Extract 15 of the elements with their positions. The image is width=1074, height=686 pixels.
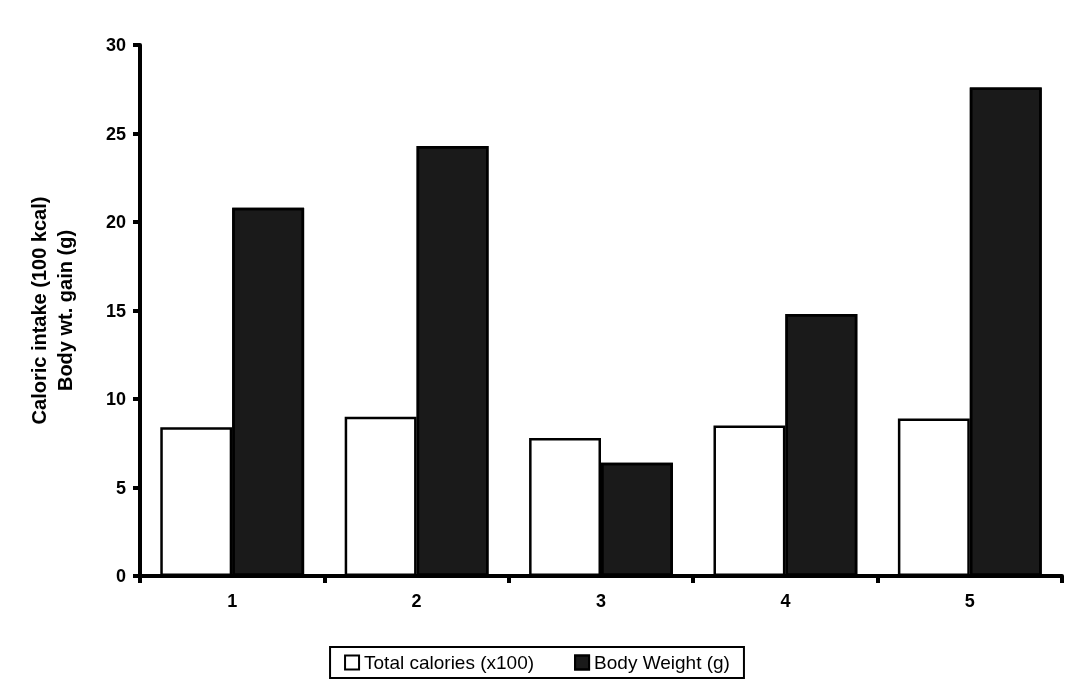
y-tick-label: 10 xyxy=(105,389,126,409)
x-tick-label: 4 xyxy=(780,591,791,611)
x-tick-label: 3 xyxy=(595,591,607,611)
y-tick-label: 5 xyxy=(115,477,126,498)
x-tick-label: 1 xyxy=(227,591,238,611)
y-tick-label: 20 xyxy=(105,212,126,232)
y-axis-title: Caloric intake (100 kcal) Body wt. gain (g) xyxy=(28,196,76,425)
y-tick-label: 25 xyxy=(105,123,126,144)
x-tick-label: 2 xyxy=(411,591,422,611)
legend-label: Body Weight (g) xyxy=(594,652,730,673)
x-tick-label: 5 xyxy=(964,591,975,611)
y-tick-label: 0 xyxy=(115,566,126,586)
legend-label: Total calories (x100) xyxy=(364,652,535,673)
y-tick-label: 15 xyxy=(105,300,126,321)
y-tick-label: 30 xyxy=(105,35,126,55)
